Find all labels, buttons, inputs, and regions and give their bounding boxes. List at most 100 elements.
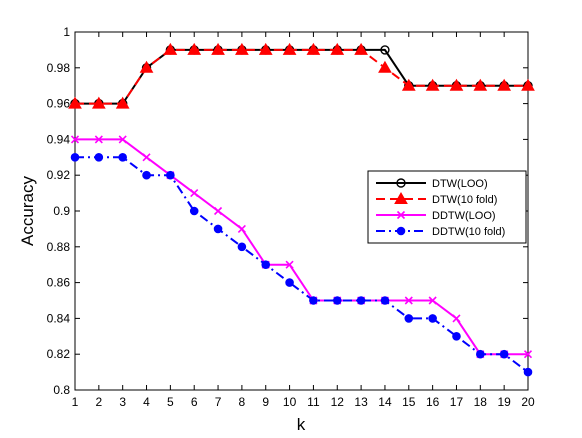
y-tick-label: 0.84 xyxy=(47,311,71,325)
data-point xyxy=(476,349,485,359)
data-point xyxy=(285,260,294,269)
x-tick-label: 2 xyxy=(95,395,102,409)
x-tick-label: 16 xyxy=(426,395,440,409)
data-point xyxy=(237,224,246,233)
y-tick-label: 0.88 xyxy=(47,240,71,254)
data-point xyxy=(94,153,104,162)
data-point xyxy=(190,189,199,198)
data-point xyxy=(118,153,127,162)
y-tick-label: 0.82 xyxy=(47,347,71,361)
data-point xyxy=(237,242,247,252)
data-point xyxy=(309,296,318,305)
data-point xyxy=(330,42,345,55)
data-point xyxy=(497,78,512,91)
data-point xyxy=(163,42,178,55)
data-point xyxy=(94,135,103,144)
y-axis-title: Accuracy xyxy=(18,176,37,246)
x-axis-ticks: 1 2 3 4 5 6 7 8 9 10 11 12 13 14 15 16 17 18 19 20 xyxy=(72,32,535,409)
data-point xyxy=(452,314,461,323)
series-layer xyxy=(68,42,535,377)
y-axis-ticks: 0.8 0.82 0.84 0.86 0.88 0.9 0.92 0.94 0.96 0.98 1 xyxy=(47,25,528,397)
data-point xyxy=(166,170,175,180)
x-axis-title: k xyxy=(297,415,306,434)
data-point xyxy=(258,42,273,55)
data-point xyxy=(306,42,321,55)
x-tick-label: 14 xyxy=(378,395,392,409)
x-tick-label: 12 xyxy=(331,395,345,409)
x-tick-label: 7 xyxy=(215,395,222,409)
x-tick-label: 6 xyxy=(191,395,198,409)
data-point xyxy=(356,296,366,305)
x-tick-label: 11 xyxy=(307,395,320,409)
legend: DTW(LOO) DTW(10 fold) DDTW(LOO) DDTW(10 fol… xyxy=(367,170,527,244)
data-point xyxy=(404,314,414,323)
data-point xyxy=(187,42,202,55)
data-point xyxy=(332,296,342,305)
data-point xyxy=(213,224,223,234)
data-point xyxy=(523,350,533,359)
x-tick-label: 1 xyxy=(72,395,79,409)
data-point xyxy=(142,153,151,162)
data-point xyxy=(380,45,390,55)
data-point xyxy=(404,296,413,305)
legend-marker xyxy=(396,210,406,220)
y-tick-label: 0.86 xyxy=(47,276,71,290)
data-point xyxy=(523,367,533,377)
x-tick-label: 8 xyxy=(239,395,246,409)
data-point xyxy=(354,42,368,55)
data-point xyxy=(261,260,271,270)
data-point xyxy=(449,78,464,91)
y-tick-label: 0.9 xyxy=(53,204,70,218)
x-tick-label: 4 xyxy=(143,395,150,409)
data-point xyxy=(378,60,392,73)
data-point xyxy=(401,78,416,91)
x-tick-label: 13 xyxy=(354,395,368,409)
data-point xyxy=(91,96,106,109)
x-tick-label: 3 xyxy=(119,395,126,409)
legend-marker xyxy=(396,226,406,236)
x-tick-label: 19 xyxy=(497,395,511,409)
data-point xyxy=(115,96,130,109)
series-4 xyxy=(70,153,533,377)
x-tick-label: 20 xyxy=(521,395,535,409)
data-point xyxy=(118,135,127,144)
data-point xyxy=(285,278,294,287)
data-point xyxy=(235,42,249,55)
y-tick-label: 0.94 xyxy=(47,132,71,146)
x-tick-label: 5 xyxy=(167,395,174,409)
data-point xyxy=(428,314,437,323)
y-tick-label: 0.92 xyxy=(47,168,71,182)
data-point xyxy=(521,78,535,91)
y-tick-label: 1 xyxy=(63,25,70,39)
x-tick-label: 15 xyxy=(402,395,416,409)
data-point xyxy=(428,296,437,305)
data-point xyxy=(282,42,297,55)
data-point xyxy=(70,153,80,162)
data-point xyxy=(68,96,82,109)
legend-label: DDTW(10 fold) xyxy=(432,226,505,238)
x-tick-label: 9 xyxy=(262,395,269,409)
y-tick-label: 0.8 xyxy=(53,383,70,397)
legend-label: DDTW(LOO) xyxy=(432,210,496,222)
data-point xyxy=(213,206,223,216)
legend-marker xyxy=(396,178,406,188)
legend-label: DTW(10 fold) xyxy=(432,194,497,206)
x-tick-label: 10 xyxy=(283,395,297,409)
data-point xyxy=(211,42,225,55)
series-2 xyxy=(68,42,535,109)
legend-label: DTW(LOO) xyxy=(432,178,488,190)
data-point xyxy=(380,296,390,305)
data-point xyxy=(142,170,151,180)
data-point xyxy=(452,332,461,341)
x-tick-label: 17 xyxy=(450,395,464,409)
x-tick-label: 18 xyxy=(474,395,488,409)
data-point xyxy=(473,78,488,91)
y-tick-label: 0.96 xyxy=(47,97,71,111)
data-point xyxy=(70,135,80,144)
data-point xyxy=(139,60,154,73)
data-point xyxy=(499,349,509,359)
legend-marker xyxy=(394,191,408,204)
y-tick-label: 0.98 xyxy=(47,61,71,75)
